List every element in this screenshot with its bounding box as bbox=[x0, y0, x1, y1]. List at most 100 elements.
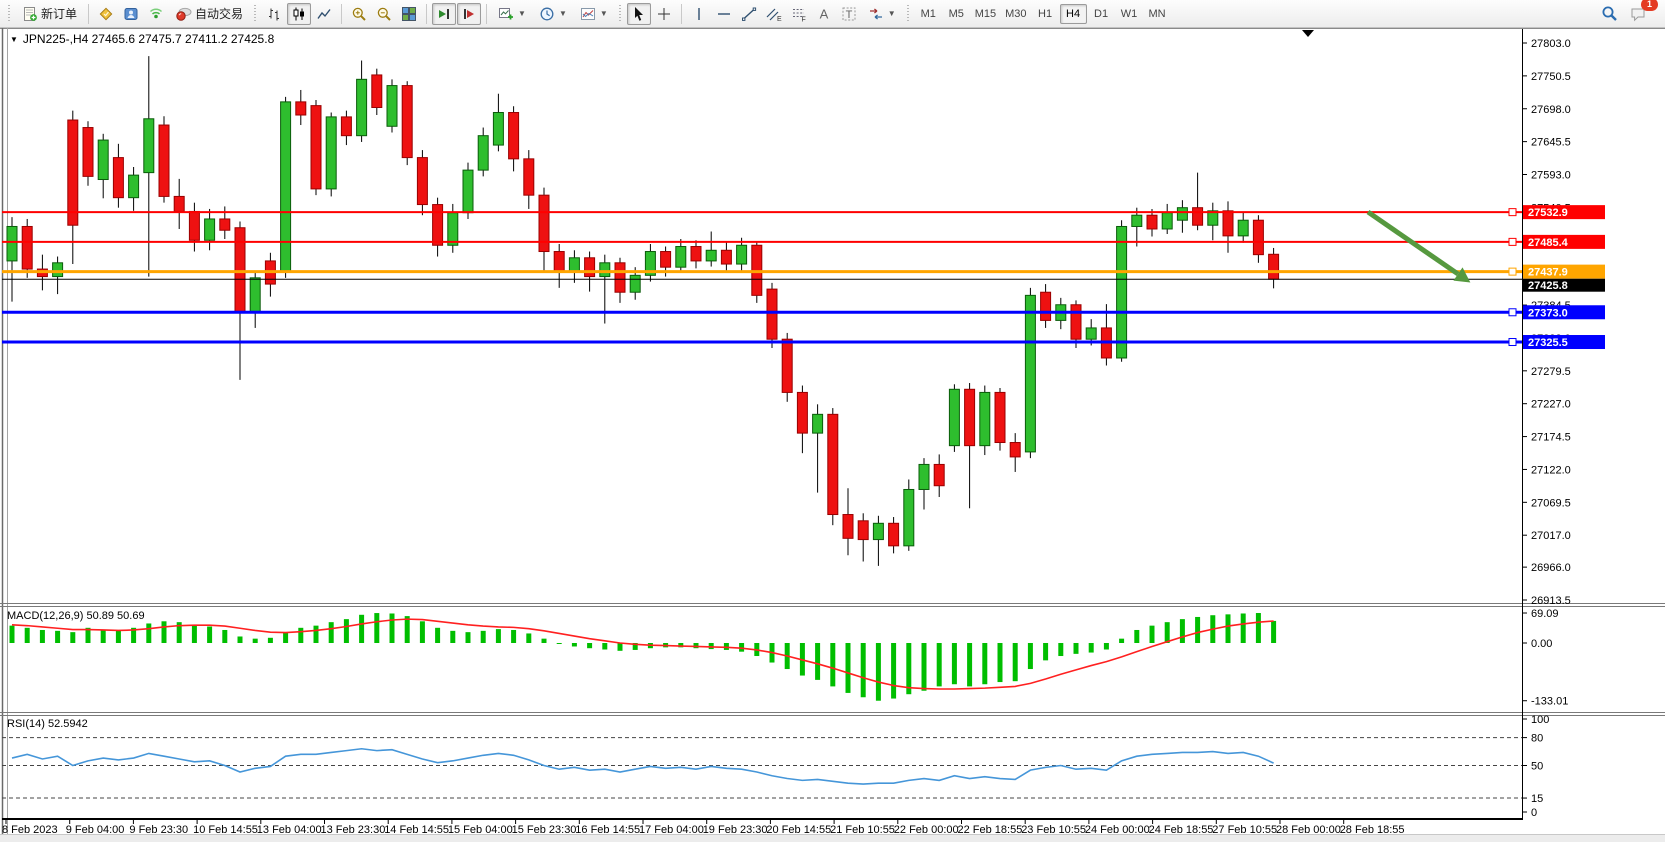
timeframe-button-D1[interactable]: D1 bbox=[1088, 4, 1115, 24]
equidistant-channel-tool[interactable]: E bbox=[762, 3, 786, 25]
timeframe-button-H4[interactable]: H4 bbox=[1059, 3, 1087, 24]
timeframe-button-H1[interactable]: H1 bbox=[1032, 4, 1059, 24]
chevron-down-icon: ▼ bbox=[599, 9, 608, 18]
cursor-button[interactable] bbox=[626, 2, 651, 25]
hline-27373.0[interactable]: 27373.0 bbox=[2, 305, 1605, 320]
hline-27532.9[interactable]: 27532.9 bbox=[2, 205, 1605, 220]
vertical-line-tool[interactable] bbox=[687, 3, 711, 25]
crosshair-button[interactable] bbox=[652, 3, 676, 25]
auto-trading-button[interactable]: 自动交易 bbox=[169, 3, 249, 25]
rsi-axis-label: 15 bbox=[1531, 793, 1543, 805]
hline-27437.9[interactable]: 27437.9 bbox=[2, 264, 1605, 279]
trendline-tool[interactable] bbox=[737, 3, 761, 25]
toolbar-grip[interactable] bbox=[617, 4, 623, 23]
price-chart[interactable]: 27803.027750.527698.027645.527593.027540… bbox=[0, 28, 1665, 842]
notifications-button[interactable]: 1 bbox=[1627, 0, 1658, 25]
price-tick-label: 27698.0 bbox=[1531, 104, 1571, 116]
time-axis[interactable]: 8 Feb 2023 9 Feb 04:00 9 Feb 23:30 10 Feb 1… bbox=[2, 820, 1405, 836]
gold-bar-icon bbox=[99, 7, 113, 20]
trendline-icon bbox=[741, 7, 756, 21]
time-axis-label: 23 Feb 10:55 bbox=[1021, 824, 1086, 836]
zoom-out-icon bbox=[377, 7, 391, 21]
text-tool[interactable]: A bbox=[812, 3, 836, 25]
hline-27325.5[interactable]: 27325.5 bbox=[2, 335, 1605, 350]
macd-axis-label: -133.01 bbox=[1531, 696, 1568, 708]
chart-title[interactable]: ▼ JPN225-,H4 27465.6 27475.7 27411.2 274… bbox=[10, 32, 274, 46]
text-label-tool[interactable]: T bbox=[837, 3, 861, 25]
hline-price-label: 27485.4 bbox=[1528, 237, 1569, 249]
new-order-button[interactable]: 新订单 bbox=[16, 3, 83, 25]
tile-windows-icon bbox=[402, 6, 417, 21]
auto-scroll-button[interactable] bbox=[432, 2, 457, 25]
timeframe-button-W1[interactable]: W1 bbox=[1116, 4, 1143, 24]
time-axis-label: 14 Feb 14:55 bbox=[384, 824, 449, 836]
price-tick-label: 27122.0 bbox=[1531, 464, 1571, 476]
chart-shift-marker[interactable] bbox=[1302, 30, 1314, 37]
time-axis-label: 9 Feb 04:00 bbox=[66, 824, 125, 836]
price-tick-label: 27069.5 bbox=[1531, 497, 1571, 509]
rsi-axis-label: 80 bbox=[1531, 733, 1543, 745]
rsi-line bbox=[11, 747, 1274, 785]
time-axis-label: 21 Feb 10:55 bbox=[830, 824, 895, 836]
toolbar-separator bbox=[341, 3, 343, 24]
svg-text:T: T bbox=[845, 9, 852, 21]
current-price-label: 27425.8 bbox=[1528, 280, 1568, 292]
time-axis-label: 24 Feb 00:00 bbox=[1085, 824, 1150, 836]
rsi-pane: 100 80 50 15 0 bbox=[2, 714, 1549, 819]
shapes-dropdown[interactable]: ▼ bbox=[862, 3, 902, 25]
bar-chart-button[interactable] bbox=[262, 3, 286, 25]
search-button[interactable] bbox=[1597, 3, 1621, 25]
zoom-in-button[interactable] bbox=[347, 3, 371, 25]
zoom-out-button[interactable] bbox=[372, 3, 396, 25]
tile-windows-button[interactable] bbox=[397, 3, 421, 25]
toolbar-separator bbox=[680, 3, 682, 24]
timeframe-button-MN[interactable]: MN bbox=[1144, 4, 1171, 24]
collapse-triangle-icon[interactable]: ▼ bbox=[10, 34, 18, 44]
text-tool-icon: A bbox=[819, 6, 828, 21]
fibonacci-icon: F bbox=[792, 8, 806, 22]
toolbar-grip[interactable] bbox=[253, 4, 259, 23]
rsi-axis-label: 0 bbox=[1531, 807, 1537, 819]
time-axis-label: 20 Feb 14:55 bbox=[766, 824, 831, 836]
toolbar-grip[interactable] bbox=[7, 4, 12, 23]
chevron-down-icon: ▼ bbox=[558, 9, 567, 18]
zoom-in-icon bbox=[352, 7, 366, 21]
template-icon bbox=[580, 7, 595, 20]
period-dropdown[interactable]: ▼ bbox=[533, 3, 573, 25]
line-chart-icon bbox=[317, 8, 331, 19]
vertical-line-icon bbox=[698, 7, 700, 20]
time-axis-label: 28 Feb 18:55 bbox=[1340, 824, 1405, 836]
toolbar-grip[interactable] bbox=[905, 4, 911, 23]
timeframe-button-M1[interactable]: M1 bbox=[915, 4, 942, 24]
price-tick-label: 26913.5 bbox=[1531, 595, 1571, 607]
price-tick-label: 27645.5 bbox=[1531, 137, 1571, 149]
rsi-axis-label: 50 bbox=[1531, 761, 1543, 773]
trend-arrow[interactable] bbox=[1366, 209, 1471, 283]
time-axis-label: 9 Feb 23:30 bbox=[129, 824, 188, 836]
candlestick-chart-button[interactable] bbox=[287, 2, 312, 25]
template-dropdown[interactable]: ▼ bbox=[574, 3, 614, 25]
timeframe-button-M15[interactable]: M15 bbox=[971, 4, 1000, 24]
chart-shift-button[interactable] bbox=[457, 2, 482, 25]
chevron-down-icon: ▼ bbox=[518, 9, 526, 18]
notification-badge: 1 bbox=[1641, 0, 1658, 11]
svg-text:F: F bbox=[801, 16, 805, 22]
timeframe-button-M5[interactable]: M5 bbox=[943, 4, 970, 24]
hline-27485.4[interactable]: 27485.4 bbox=[2, 234, 1605, 249]
price-tick-label: 27017.0 bbox=[1531, 530, 1571, 542]
line-chart-button[interactable] bbox=[312, 3, 336, 25]
gold-button[interactable] bbox=[94, 3, 118, 25]
fibonacci-tool[interactable]: F bbox=[787, 3, 811, 25]
svg-text:E: E bbox=[777, 16, 782, 22]
time-axis-label: 19 Feb 23:30 bbox=[703, 824, 768, 836]
main-toolbar: 新订单 bbox=[0, 0, 1665, 28]
new-chart-icon bbox=[499, 7, 514, 19]
new-chart-dropdown[interactable]: ▼ bbox=[492, 3, 532, 25]
price-tick-label: 27593.0 bbox=[1531, 170, 1571, 182]
horizontal-line-tool[interactable] bbox=[712, 3, 736, 25]
signals-button[interactable] bbox=[144, 3, 168, 25]
timeframe-button-M30[interactable]: M30 bbox=[1001, 4, 1030, 24]
equidistant-channel-icon: E bbox=[766, 8, 782, 22]
profile-button[interactable] bbox=[119, 3, 143, 25]
